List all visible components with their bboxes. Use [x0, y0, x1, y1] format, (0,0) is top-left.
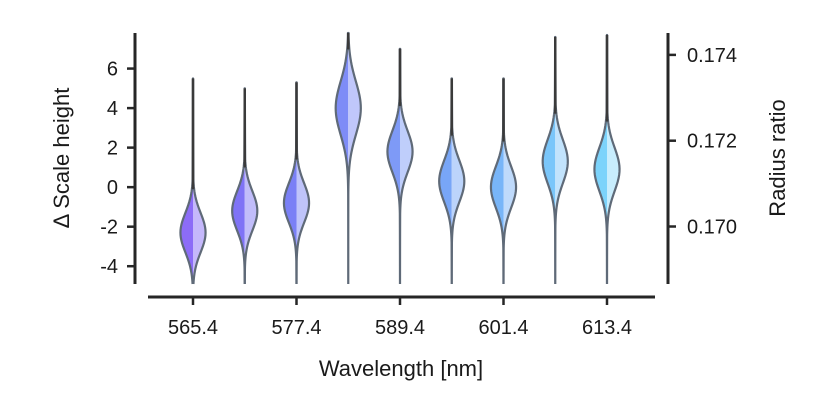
- right-y-axis-title: Radius ratio: [765, 99, 790, 216]
- left-y-tick-label: -4: [100, 256, 118, 278]
- right-y-tick-label: 0.170: [687, 217, 737, 239]
- violin-right-half: [296, 82, 310, 284]
- x-tick-label: 577.4: [271, 317, 321, 339]
- violin-right-half: [193, 78, 206, 284]
- violin-right-half: [244, 88, 258, 284]
- left-y-tick-label: -2: [100, 217, 118, 239]
- violin-left-half: [594, 34, 607, 284]
- violin-5: [438, 77, 466, 285]
- violin-right-half: [503, 78, 517, 284]
- violin-left-half: [490, 78, 504, 284]
- violin-right-half: [348, 33, 361, 284]
- violin-right-half: [607, 34, 620, 284]
- violin-1: [231, 87, 259, 285]
- violin-0: [179, 77, 207, 285]
- violin-left-half: [180, 78, 193, 284]
- x-tick-label: 589.4: [375, 317, 425, 339]
- left-y-tick-label: 6: [107, 59, 118, 81]
- x-ticks: 565.4 577.4 589.4 601.4 613.4: [168, 297, 632, 339]
- right-y-tick-label: 0.172: [687, 131, 737, 153]
- violins-group: [179, 31, 621, 285]
- violin-outline: [282, 81, 311, 285]
- x-tick-label: 601.4: [478, 317, 528, 339]
- violin-7: [541, 35, 569, 285]
- violin-outline: [386, 47, 414, 285]
- violin-right-half: [555, 36, 568, 284]
- violin-left-half: [542, 36, 556, 284]
- violin-6: [489, 77, 518, 285]
- left-y-tick-label: 4: [107, 98, 118, 120]
- right-y-ticks: 0.174 0.172 0.170: [668, 45, 737, 239]
- violin-left-half: [439, 78, 452, 284]
- x-tick-label: 613.4: [582, 317, 632, 339]
- x-tick-label: 565.4: [168, 317, 218, 339]
- violin-left-half: [232, 88, 245, 284]
- violin-3: [334, 31, 362, 284]
- x-axis-title: Wavelength [nm]: [319, 356, 483, 381]
- violin-right-half: [400, 48, 413, 285]
- right-y-tick-label: 0.174: [687, 45, 737, 67]
- violin-4: [386, 47, 414, 285]
- left-y-axis-title: Δ Scale height: [49, 88, 74, 229]
- violin-right-half: [451, 78, 465, 284]
- left-y-ticks: 6 4 2 0 -2 -4: [100, 59, 135, 278]
- violin-8: [593, 33, 621, 285]
- left-y-tick-label: 2: [107, 138, 118, 160]
- violin-left-half: [283, 82, 297, 284]
- left-y-tick-label: 0: [107, 177, 118, 199]
- violin-left-half: [335, 33, 349, 284]
- violin-left-half: [387, 48, 400, 285]
- violin-2: [282, 81, 311, 285]
